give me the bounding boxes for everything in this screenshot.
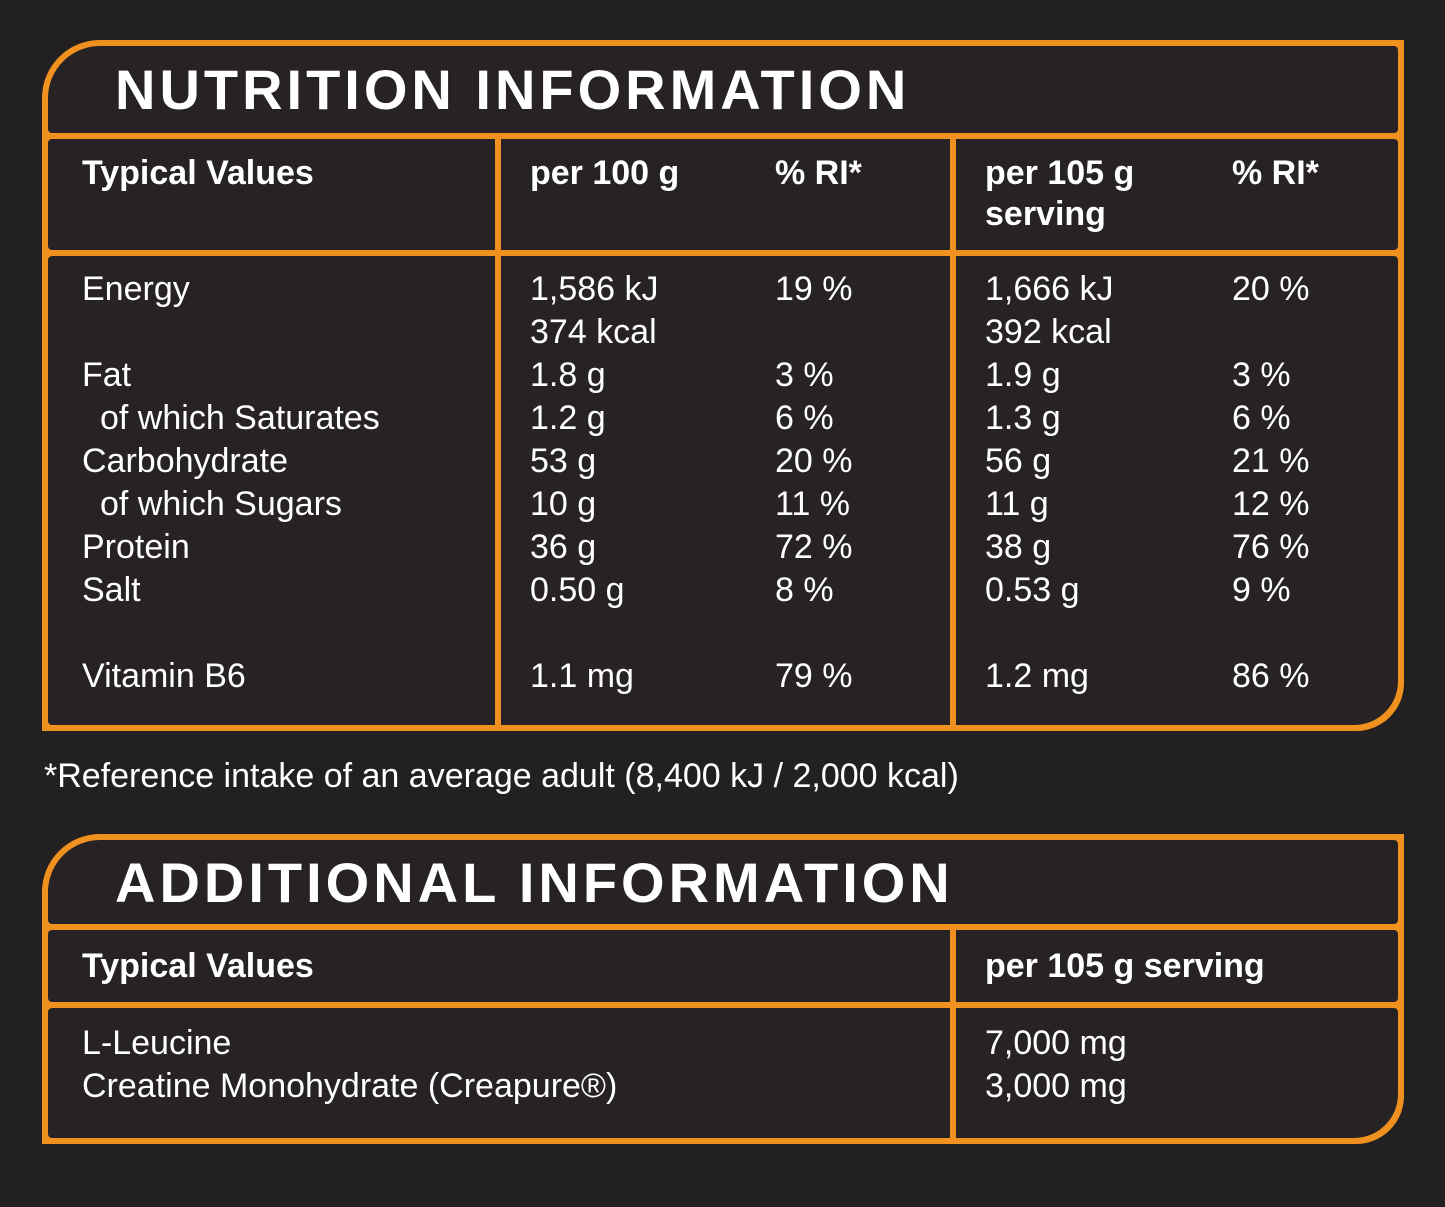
nutrient-name: Protein: [82, 528, 190, 566]
additional-title: ADDITIONAL INFORMATION: [115, 850, 954, 914]
nutrient-name: Fat: [82, 356, 132, 394]
per-100g-ri: 72 %: [775, 528, 853, 566]
additional-row: L-Leucine 7,000 mg: [48, 1022, 1398, 1065]
per-100g-ri: 3 %: [775, 356, 834, 394]
per-105g-ri: 3 %: [1232, 356, 1291, 394]
additional-title-band: ADDITIONAL INFORMATION: [48, 840, 1398, 924]
per-100g-value: 1,586 kJ 374 kcal: [530, 270, 659, 351]
nutrient-row: of which Saturates 1.2 g 6 % 1.3 g 6 %: [48, 397, 1398, 440]
per-100g-value: 0.50 g: [530, 571, 625, 609]
nutrient-row: Fat 1.8 g 3 % 1.9 g 3 %: [48, 354, 1398, 397]
column-divider: [495, 139, 501, 250]
header-per-105g-serving: per 105 g serving: [985, 946, 1265, 985]
nutrient-row: of which Sugars 10 g 11 % 11 g 12 %: [48, 483, 1398, 526]
column-divider: [950, 1008, 956, 1138]
per-100g-ri: 6 %: [775, 399, 834, 437]
label-background: NUTRITION INFORMATION Typical Values per…: [0, 40, 1445, 1207]
nutrition-rows: Energy 1,586 kJ 374 kcal 19 % 1,666 kJ 3…: [48, 268, 1398, 698]
nutrient-row: Vitamin B6 1.1 mg 79 % 1.2 mg 86 %: [48, 655, 1398, 698]
nutrient-name: Vitamin B6: [82, 657, 246, 695]
per-100g-ri: 19 %: [775, 270, 853, 308]
per-105g-value: 11 g: [985, 485, 1049, 523]
per-105g-ri: 12 %: [1232, 485, 1310, 523]
nutrition-header-row: Typical Values per 100 g % RI* per 105 g…: [48, 139, 1398, 250]
nutrient-row: Energy 1,586 kJ 374 kcal 19 % 1,666 kJ 3…: [48, 268, 1398, 354]
per-100g-value: 1.1 mg: [530, 657, 634, 695]
header-per-105g-serving: per 105 g serving: [985, 154, 1135, 233]
nutrient-row: Carbohydrate 53 g 20 % 56 g 21 %: [48, 440, 1398, 483]
column-divider: [950, 256, 956, 725]
additional-header-row: Typical Values per 105 g serving: [48, 930, 1398, 1002]
per-105g-value: 3,000 mg: [985, 1067, 1127, 1105]
header-ri-100g: % RI*: [775, 154, 862, 192]
per-100g-value: 10 g: [530, 485, 597, 523]
nutrient-row: Protein 36 g 72 % 38 g 76 %: [48, 526, 1398, 569]
additional-information-panel: ADDITIONAL INFORMATION Typical Values pe…: [42, 834, 1404, 1144]
per-105g-value: 7,000 mg: [985, 1024, 1127, 1062]
nutrient-name: Energy: [82, 270, 190, 308]
ingredient-name: Creatine Monohydrate (Creapure®): [82, 1067, 618, 1105]
per-105g-value: 1.2 mg: [985, 657, 1089, 695]
per-100g-ri: 20 %: [775, 442, 853, 480]
nutrient-name: Carbohydrate: [82, 442, 289, 480]
per-105g-value: 56 g: [985, 442, 1052, 480]
per-105g-ri: 76 %: [1232, 528, 1310, 566]
per-100g-value: 36 g: [530, 528, 597, 566]
per-100g-ri: 11 %: [775, 485, 850, 523]
per-100g-value: 1.8 g: [530, 356, 606, 394]
per-105g-value: 0.53 g: [985, 571, 1080, 609]
nutrition-body: Energy 1,586 kJ 374 kcal 19 % 1,666 kJ 3…: [48, 256, 1398, 725]
column-divider: [495, 256, 501, 725]
nutrition-title-band: NUTRITION INFORMATION: [48, 46, 1398, 133]
per-105g-ri: 86 %: [1232, 657, 1310, 695]
additional-row: Creatine Monohydrate (Creapure®) 3,000 m…: [48, 1065, 1398, 1108]
nutrient-name: of which Sugars: [100, 485, 342, 523]
per-105g-value: 1.3 g: [985, 399, 1061, 437]
per-105g-value: 1.9 g: [985, 356, 1061, 394]
per-100g-value: 1.2 g: [530, 399, 606, 437]
column-divider: [950, 139, 956, 250]
nutrition-title: NUTRITION INFORMATION: [115, 58, 911, 121]
per-105g-value: 38 g: [985, 528, 1052, 566]
nutrient-name: of which Saturates: [100, 399, 380, 437]
per-105g-ri: 6 %: [1232, 399, 1291, 437]
header-typical-values: Typical Values: [82, 946, 314, 985]
per-105g-ri: 21 %: [1232, 442, 1310, 480]
nutrient-row: Salt 0.50 g 8 % 0.53 g 9 %: [48, 569, 1398, 612]
per-100g-ri: 8 %: [775, 571, 834, 609]
header-per-100g: per 100 g: [530, 154, 680, 192]
per-105g-ri: 9 %: [1232, 571, 1291, 609]
column-divider: [950, 930, 956, 1002]
per-100g-ri: 79 %: [775, 657, 853, 695]
per-105g-value: 1,666 kJ 392 kcal: [985, 270, 1114, 351]
additional-rows: L-Leucine 7,000 mg Creatine Monohydrate …: [48, 1022, 1398, 1108]
additional-body: L-Leucine 7,000 mg Creatine Monohydrate …: [48, 1008, 1398, 1138]
per-105g-ri: 20 %: [1232, 270, 1310, 308]
per-100g-value: 53 g: [530, 442, 597, 480]
nutrient-name: Salt: [82, 571, 141, 609]
header-typical-values: Typical Values: [82, 154, 314, 192]
nutrition-information-panel: NUTRITION INFORMATION Typical Values per…: [42, 40, 1404, 731]
reference-intake-footnote: *Reference intake of an average adult (8…: [44, 757, 959, 795]
header-ri-105g: % RI*: [1232, 154, 1319, 192]
ingredient-name: L-Leucine: [82, 1024, 232, 1062]
